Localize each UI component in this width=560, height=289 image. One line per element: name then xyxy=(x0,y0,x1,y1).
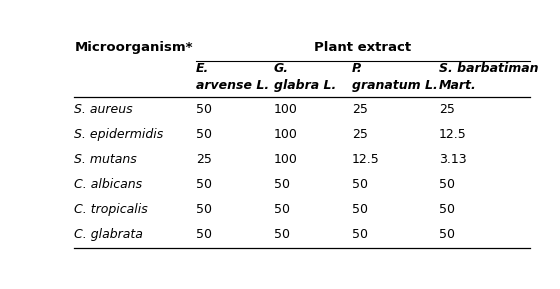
Text: 50: 50 xyxy=(196,103,212,116)
Text: 100: 100 xyxy=(274,153,298,166)
Text: E.
arvense L.: E. arvense L. xyxy=(196,62,269,92)
Text: P.
granatum L.: P. granatum L. xyxy=(352,62,438,92)
Text: 50: 50 xyxy=(439,178,455,191)
Text: 50: 50 xyxy=(196,228,212,241)
Text: 100: 100 xyxy=(274,103,298,116)
Text: S. mutans: S. mutans xyxy=(74,153,137,166)
Text: 100: 100 xyxy=(274,128,298,141)
Text: S. aureus: S. aureus xyxy=(74,103,133,116)
Text: 50: 50 xyxy=(196,178,212,191)
Text: 25: 25 xyxy=(352,103,368,116)
Text: 12.5: 12.5 xyxy=(352,153,380,166)
Text: 50: 50 xyxy=(352,228,368,241)
Text: 50: 50 xyxy=(439,203,455,216)
Text: 25: 25 xyxy=(196,153,212,166)
Text: S. epidermidis: S. epidermidis xyxy=(74,128,164,141)
Text: 50: 50 xyxy=(274,228,290,241)
Text: 50: 50 xyxy=(439,228,455,241)
Text: S. barbatiman
Mart.: S. barbatiman Mart. xyxy=(439,62,538,92)
Text: 50: 50 xyxy=(274,178,290,191)
Text: 25: 25 xyxy=(352,128,368,141)
Text: 50: 50 xyxy=(274,203,290,216)
Text: 3.13: 3.13 xyxy=(439,153,466,166)
Text: C. glabrata: C. glabrata xyxy=(74,228,143,241)
Text: C. albicans: C. albicans xyxy=(74,178,142,191)
Text: 50: 50 xyxy=(196,203,212,216)
Text: G.
glabra L.: G. glabra L. xyxy=(274,62,336,92)
Text: 50: 50 xyxy=(352,178,368,191)
Text: 25: 25 xyxy=(439,103,455,116)
Text: C. tropicalis: C. tropicalis xyxy=(74,203,148,216)
Text: 50: 50 xyxy=(352,203,368,216)
Text: 12.5: 12.5 xyxy=(439,128,466,141)
Text: Microorganism*: Microorganism* xyxy=(74,41,193,54)
Text: Plant extract: Plant extract xyxy=(314,41,412,54)
Text: 50: 50 xyxy=(196,128,212,141)
